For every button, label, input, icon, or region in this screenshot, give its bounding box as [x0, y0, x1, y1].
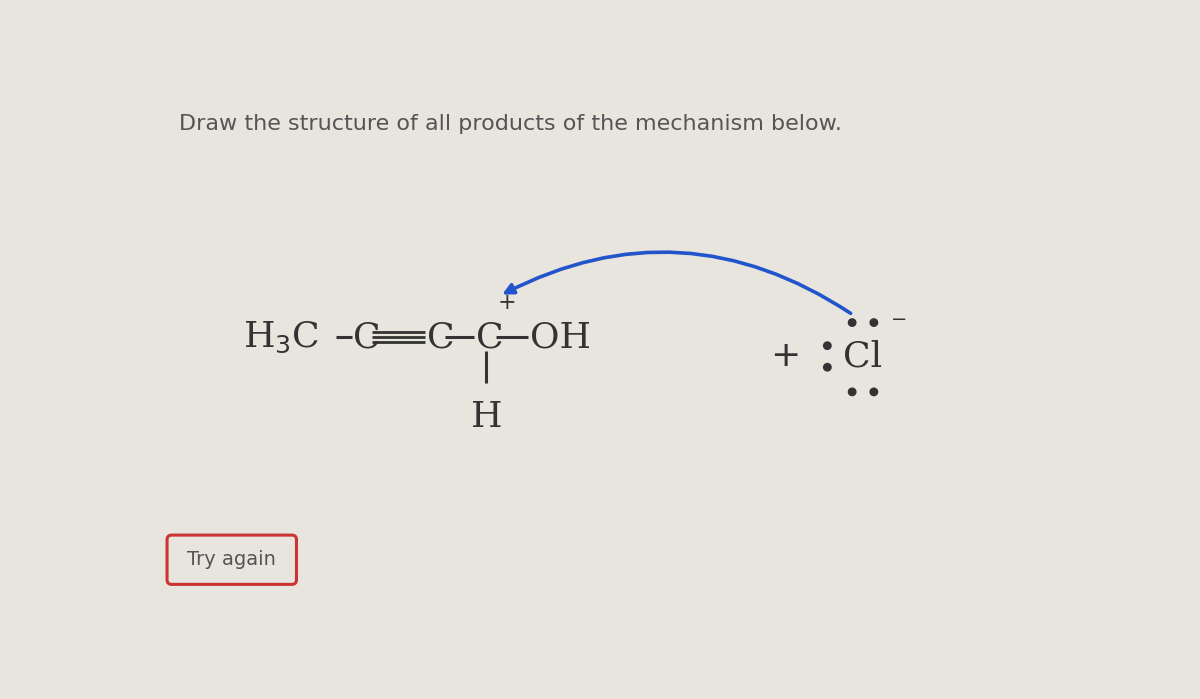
- Text: Draw the structure of all products of the mechanism below.: Draw the structure of all products of th…: [180, 114, 842, 134]
- Text: C: C: [353, 320, 380, 354]
- FancyBboxPatch shape: [167, 535, 296, 584]
- Text: OH: OH: [529, 320, 590, 354]
- Circle shape: [848, 388, 856, 396]
- Circle shape: [848, 319, 856, 326]
- Text: −: −: [890, 310, 907, 329]
- Text: C: C: [475, 320, 503, 354]
- Text: C: C: [427, 320, 455, 354]
- Circle shape: [870, 388, 877, 396]
- Text: H$_3$C: H$_3$C: [242, 319, 319, 355]
- Text: Try again: Try again: [187, 550, 276, 569]
- Text: +: +: [770, 340, 800, 373]
- FancyArrowPatch shape: [505, 252, 851, 313]
- Text: +: +: [497, 292, 516, 314]
- Circle shape: [823, 363, 832, 371]
- Text: Cl: Cl: [844, 340, 883, 373]
- Circle shape: [823, 342, 832, 350]
- Text: H: H: [470, 401, 502, 434]
- Circle shape: [870, 319, 877, 326]
